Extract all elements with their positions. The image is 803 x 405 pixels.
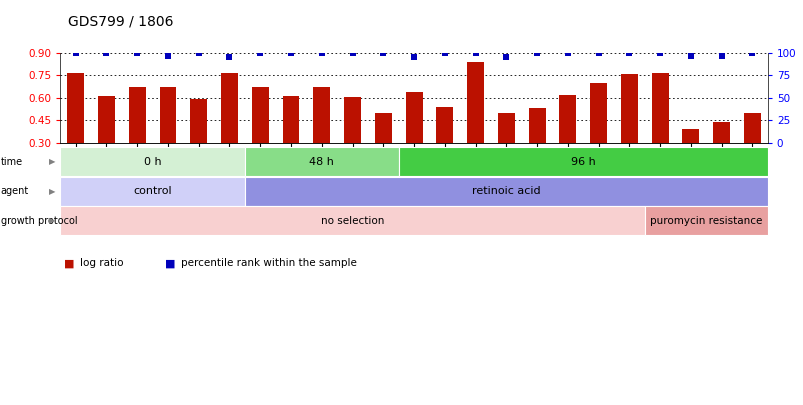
Bar	[436, 107, 453, 143]
Point	[284, 49, 297, 56]
Point	[653, 49, 666, 56]
Point	[622, 49, 635, 56]
Point	[345, 49, 358, 56]
Bar	[98, 96, 115, 143]
Point	[745, 49, 758, 56]
Text: 0 h: 0 h	[144, 157, 161, 166]
Text: 48 h: 48 h	[309, 157, 334, 166]
Bar	[282, 96, 299, 143]
Text: puromycin resistance: puromycin resistance	[650, 216, 761, 226]
Bar	[651, 73, 668, 143]
Point	[407, 54, 420, 60]
Bar	[221, 73, 238, 143]
Point	[715, 52, 728, 59]
Bar	[712, 122, 729, 143]
Bar	[344, 97, 361, 143]
Bar	[67, 73, 84, 143]
Bar	[374, 113, 391, 143]
Text: agent: agent	[1, 186, 29, 196]
Bar	[190, 99, 207, 143]
Text: log ratio: log ratio	[80, 258, 124, 268]
Bar	[620, 74, 637, 143]
Bar	[682, 129, 699, 143]
Bar	[497, 113, 514, 143]
Text: growth protocol: growth protocol	[1, 216, 77, 226]
Bar	[128, 87, 145, 143]
Text: GDS799 / 1806: GDS799 / 1806	[68, 14, 173, 28]
Point	[592, 49, 605, 56]
Point	[131, 49, 144, 56]
Point	[161, 52, 174, 59]
Point	[560, 49, 573, 56]
Bar	[405, 92, 422, 143]
Bar	[467, 62, 483, 143]
Point	[438, 49, 450, 56]
Text: ▶: ▶	[49, 157, 55, 166]
Point	[100, 49, 112, 56]
Text: ■: ■	[64, 258, 75, 268]
Text: ■: ■	[165, 258, 175, 268]
Point	[469, 49, 482, 56]
Bar	[743, 113, 760, 143]
Bar	[313, 87, 330, 143]
Text: ▶: ▶	[49, 216, 55, 225]
Text: ▶: ▶	[49, 187, 55, 196]
Bar	[159, 87, 176, 143]
Text: control: control	[133, 186, 172, 196]
Bar	[589, 83, 606, 143]
Text: retinoic acid: retinoic acid	[471, 186, 540, 196]
Point	[69, 49, 82, 56]
Point	[254, 49, 267, 56]
Text: percentile rank within the sample: percentile rank within the sample	[181, 258, 357, 268]
Text: 96 h: 96 h	[570, 157, 595, 166]
Bar	[559, 95, 576, 143]
Point	[192, 49, 205, 56]
Point	[222, 54, 235, 60]
Text: no selection: no selection	[320, 216, 384, 226]
Point	[377, 49, 389, 56]
Text: time: time	[1, 157, 23, 166]
Point	[499, 54, 512, 60]
Bar	[528, 108, 545, 143]
Point	[315, 49, 328, 56]
Bar	[251, 87, 268, 143]
Point	[683, 52, 696, 59]
Point	[530, 49, 543, 56]
